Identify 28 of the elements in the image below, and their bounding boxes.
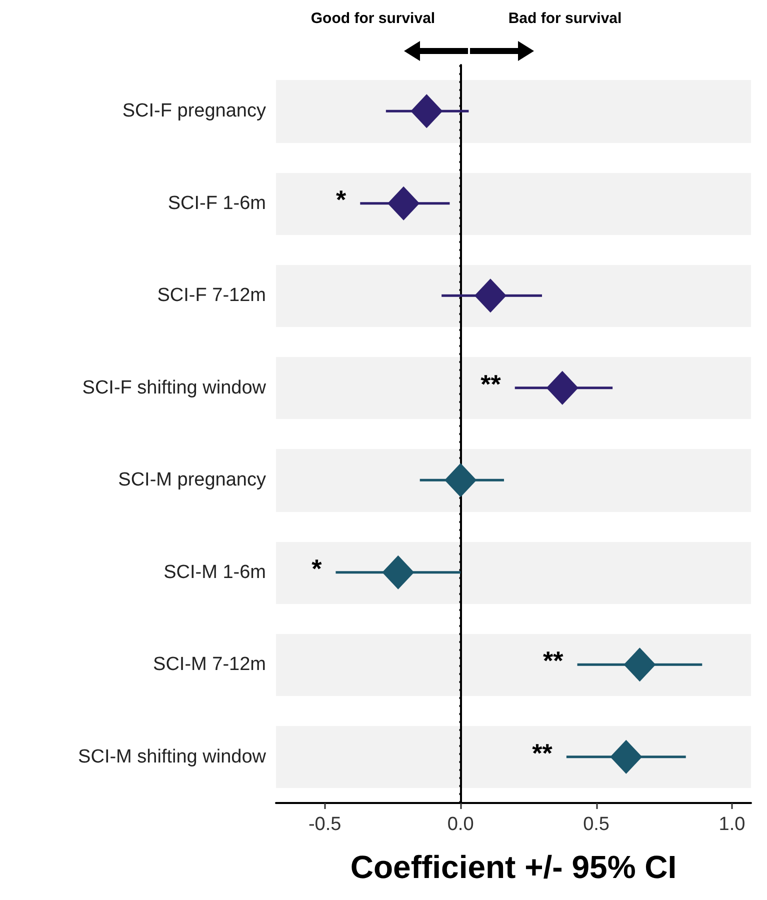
data-label: ** <box>543 646 564 676</box>
y-tick-label: SCI-F 7-12m <box>157 285 266 306</box>
data-label: * <box>312 553 323 584</box>
y-tick-label: SCI-M 1-6m <box>164 562 266 583</box>
point <box>388 186 420 220</box>
point <box>546 370 578 405</box>
point <box>382 555 414 590</box>
point <box>624 648 656 682</box>
y-tick-label: SCI-F shifting window <box>82 377 266 398</box>
y-tick-label: SCI-M shifting window <box>78 746 266 768</box>
x-tick-label: -0.5 <box>308 814 342 835</box>
point <box>444 463 477 498</box>
y-tick-label: SCI-M pregnancy <box>118 470 266 491</box>
y-tick-label: SCI-F 1-6m <box>168 192 266 214</box>
data-label: ** <box>532 738 554 768</box>
data-label: ** <box>480 368 502 399</box>
point <box>410 94 443 128</box>
x-axis-title: Coefficient +/- 95% CI <box>350 849 677 885</box>
x-tick-label: 0.5 <box>583 814 610 835</box>
point <box>610 740 642 774</box>
x-tick-label: 1.0 <box>718 814 746 835</box>
text: Good for survival <box>310 10 436 27</box>
text: Bad for survival <box>508 10 622 27</box>
point <box>474 278 506 313</box>
data-label: * <box>336 184 348 214</box>
y-tick-label: SCI-M 7-12m <box>153 654 266 676</box>
y-tick-label: SCI-F pregnancy <box>122 100 266 122</box>
x-tick-label: 0.0 <box>447 814 474 835</box>
